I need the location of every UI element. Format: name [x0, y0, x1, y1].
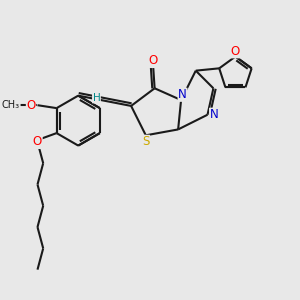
Text: O: O	[148, 55, 158, 68]
Text: N: N	[178, 88, 187, 101]
Text: CH₃: CH₃	[2, 100, 20, 110]
Text: O: O	[231, 45, 240, 58]
Text: S: S	[142, 135, 149, 148]
Text: O: O	[33, 135, 42, 148]
Text: H: H	[93, 93, 100, 103]
Text: N: N	[210, 108, 218, 121]
Text: O: O	[26, 99, 36, 112]
